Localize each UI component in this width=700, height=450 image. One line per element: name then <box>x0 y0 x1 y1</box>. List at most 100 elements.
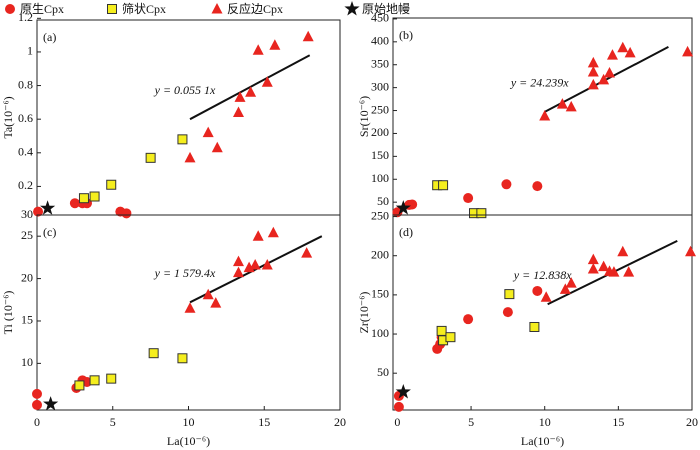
point-square <box>504 289 515 300</box>
legend-marker <box>107 4 117 14</box>
x-tick-label: 5 <box>468 415 474 429</box>
point-circle <box>32 399 42 410</box>
legend-label: 原生Cpx <box>20 2 64 16</box>
point-triangle <box>202 126 214 138</box>
point-circle <box>532 181 543 192</box>
y-tick-label: 300 <box>371 79 389 93</box>
y-tick-label: 10 <box>21 355 33 369</box>
point-circle <box>393 401 404 412</box>
point-triangle <box>587 56 599 68</box>
x-tick-label: 0 <box>34 415 40 429</box>
point-triangle <box>184 151 196 163</box>
point-triangle <box>234 91 246 102</box>
point-triangle <box>617 41 629 53</box>
y-tick-label: 200 <box>371 125 389 139</box>
plot-frame <box>36 19 341 216</box>
point-square <box>106 373 117 384</box>
plot-frame <box>392 214 693 411</box>
y-tick-label: 25 <box>21 228 33 242</box>
point-triangle <box>598 73 610 85</box>
point-square <box>438 180 449 191</box>
point-circle <box>501 179 512 190</box>
point-circle <box>81 377 92 388</box>
point-circle <box>532 285 543 296</box>
point-triangle <box>261 259 273 270</box>
point-circle <box>502 307 513 318</box>
y-tick-label: 20 <box>21 270 33 284</box>
point-triangle <box>540 291 552 302</box>
point-square <box>529 321 540 332</box>
point-circle <box>407 199 418 210</box>
y-axis-label: Ti (10⁻⁶) <box>1 291 15 335</box>
y-tick-label: 450 <box>371 11 389 25</box>
point-square <box>436 325 447 336</box>
point-triangle <box>252 230 264 241</box>
point-square <box>145 152 156 163</box>
y-tick-label: 0.6 <box>18 111 33 125</box>
x-tick-label: 20 <box>686 415 698 429</box>
point-triangle <box>559 283 571 294</box>
x-tick-label: 15 <box>612 415 624 429</box>
y-axis-label: Ta(10⁻⁶) <box>1 96 15 138</box>
point-triangle <box>245 86 257 97</box>
point-square <box>476 208 487 219</box>
point-triangle <box>587 253 599 265</box>
y-tick-label: 150 <box>371 287 389 301</box>
point-triangle <box>685 245 697 257</box>
x-axis-label: La(10⁻⁶) <box>521 434 564 448</box>
x-tick-label: 0 <box>394 415 400 429</box>
y-tick-label: 400 <box>371 34 389 48</box>
point-triangle <box>565 100 577 112</box>
point-square <box>106 179 117 190</box>
point-triangle <box>587 66 599 77</box>
point-square <box>148 348 159 359</box>
y-tick-label: 50 <box>377 194 389 208</box>
panel-label: (b) <box>399 28 413 42</box>
point-triangle <box>232 106 244 117</box>
y-tick-label: 100 <box>371 326 389 340</box>
point-star <box>40 200 56 215</box>
y-tick-label: 0.2 <box>18 178 33 192</box>
point-triangle <box>249 259 261 270</box>
y-tick-label: 0.4 <box>18 145 33 159</box>
y-tick-label: 350 <box>371 56 389 70</box>
point-triangle <box>211 141 223 153</box>
point-triangle <box>232 255 244 267</box>
point-triangle <box>608 266 620 277</box>
x-tick-label: 10 <box>539 415 551 429</box>
point-triangle <box>301 247 313 258</box>
trendline <box>544 45 669 113</box>
point-circle <box>463 314 474 325</box>
y-axis-label: Zr(10⁻⁶) <box>357 292 371 334</box>
y-tick-label: 50 <box>377 365 389 379</box>
point-square <box>89 191 100 202</box>
legend-label: 筛状Cpx <box>122 1 166 16</box>
y-tick-label: 100 <box>371 171 389 185</box>
equation: y = 24.239x <box>510 76 569 90</box>
legend-marker <box>344 1 360 16</box>
panel-label: (d) <box>399 225 413 239</box>
point-triangle <box>261 76 273 87</box>
point-triangle <box>556 98 568 109</box>
point-circle <box>69 198 80 209</box>
x-axis-label: La(10⁻⁶) <box>167 434 210 448</box>
y-tick-label: 250 <box>371 102 389 116</box>
panel-label: (c) <box>43 225 56 239</box>
y-tick-label: 30 <box>21 207 33 221</box>
point-triangle <box>604 66 616 78</box>
point-triangle <box>269 39 281 50</box>
panel-label: (a) <box>43 30 56 44</box>
y-tick-label: 0.8 <box>18 77 33 91</box>
point-circle <box>33 206 44 217</box>
point-triangle <box>184 302 196 313</box>
y-tick-label: 250 <box>371 208 389 222</box>
point-star <box>43 396 59 411</box>
point-square <box>74 380 85 391</box>
point-star <box>395 383 411 399</box>
legend-marker <box>5 4 15 14</box>
point-triangle <box>252 44 264 55</box>
point-triangle <box>202 288 214 300</box>
point-triangle <box>210 297 222 308</box>
point-triangle <box>587 78 599 90</box>
point-triangle <box>598 260 610 272</box>
